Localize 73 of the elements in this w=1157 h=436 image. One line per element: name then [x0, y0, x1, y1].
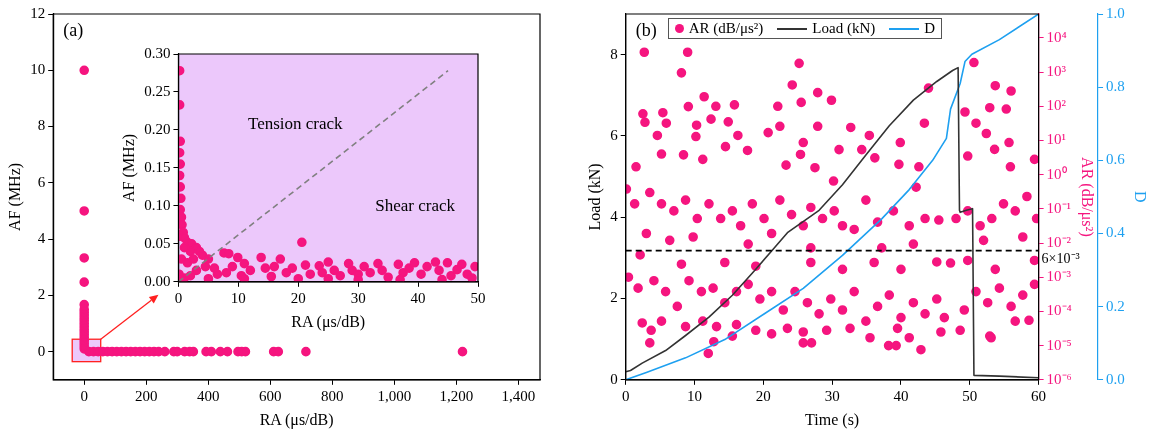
annotation: (b) — [635, 19, 657, 41]
x-tick-label: 0 — [174, 289, 183, 306]
x-tick-label: 20 — [755, 387, 771, 404]
y2-tick-label: 10² — [1046, 97, 1067, 114]
y2-tick-label: 10⁻³ — [1046, 268, 1072, 285]
y-tick-label: 12 — [30, 4, 46, 21]
y3-tick-label: 0.0 — [1106, 370, 1125, 387]
annotation: Shear crack — [375, 196, 456, 216]
y3-axis-title: D — [1132, 191, 1150, 203]
ref-line-label: 6×10⁻³ — [1041, 251, 1080, 267]
y2-tick-label: 10⁻² — [1046, 233, 1072, 250]
y-tick-label: 0.20 — [144, 120, 171, 137]
y3-tick-label: 1.0 — [1106, 4, 1125, 21]
legend-label: AR (dB/μs²) — [688, 20, 764, 37]
y-tick-label: 6 — [37, 173, 46, 190]
y-tick-label: 0 — [37, 342, 46, 359]
x-tick-label: 30 — [824, 387, 840, 404]
y-tick-label: 8 — [37, 117, 46, 134]
y-tick-label: 4 — [37, 230, 46, 247]
legend-label: D — [924, 20, 936, 37]
y2-axis-title: AR (dB/μs²) — [1078, 157, 1097, 237]
y3-tick-label: 0.2 — [1106, 297, 1125, 314]
x-tick-label: 0 — [80, 387, 88, 404]
x-tick-label: 600 — [258, 387, 282, 404]
annotation: (a) — [63, 19, 84, 41]
x-axis-title: RA (μs/dB) — [259, 410, 334, 429]
x-tick-label: 400 — [196, 387, 220, 404]
y-tick-label: 2 — [610, 289, 618, 306]
y2-tick-label: 10⁰ — [1046, 165, 1067, 182]
x-tick-label: 40 — [410, 289, 426, 306]
x-tick-label: 60 — [1031, 387, 1047, 404]
y-tick-label: 8 — [610, 45, 618, 62]
y2-tick-label: 10⁴ — [1046, 28, 1067, 45]
y3-tick-label: 0.6 — [1106, 151, 1126, 168]
y-tick-label: 0.00 — [144, 272, 171, 289]
y3-tick-label: 0.4 — [1106, 224, 1126, 241]
x-axis-title: RA (μs/dB) — [291, 312, 366, 331]
x-tick-label: 1,000 — [377, 387, 412, 404]
y-tick-label: 0.05 — [144, 234, 171, 251]
x-tick-label: 20 — [290, 289, 306, 306]
x-tick-label: 10 — [687, 387, 703, 404]
y2-tick-label: 10³ — [1046, 63, 1067, 80]
x-tick-label: 10 — [230, 289, 246, 306]
y-tick-label: 10 — [30, 61, 46, 78]
legend-label: Load (kN) — [812, 20, 876, 37]
y2-tick-label: 10⁻⁵ — [1046, 336, 1072, 353]
x-tick-label: 50 — [962, 387, 978, 404]
y2-tick-label: 10⁻⁴ — [1046, 302, 1072, 319]
x-tick-label: 1,400 — [501, 387, 536, 404]
x-tick-label: 30 — [350, 289, 366, 306]
x-tick-label: 0 — [621, 387, 630, 404]
x-tick-label: 50 — [470, 289, 486, 306]
y2-tick-label: 10¹ — [1046, 131, 1067, 148]
x-tick-label: 800 — [321, 387, 344, 404]
y-tick-label: 0.10 — [144, 196, 171, 213]
x-tick-label: 200 — [134, 387, 158, 404]
y3-tick-label: 0.8 — [1106, 78, 1125, 95]
y-axis-title: Load (kN) — [585, 163, 604, 231]
y2-tick-label: 10⁻⁶ — [1046, 370, 1072, 387]
x-tick-label: 1,200 — [439, 387, 474, 404]
y-axis-title: AF (MHz) — [5, 162, 24, 231]
y-tick-label: 4 — [610, 208, 619, 225]
x-tick-label: 40 — [893, 387, 909, 404]
y-tick-label: 0.25 — [144, 82, 171, 99]
annotation: Tension crack — [247, 114, 344, 134]
y2-tick-label: 10⁻¹ — [1046, 199, 1072, 216]
y-tick-label: 0 — [610, 370, 618, 387]
y-tick-label: 6 — [610, 126, 619, 143]
y-axis-title: AF (MHz) — [119, 133, 138, 202]
y-tick-label: 0.15 — [144, 158, 171, 175]
y-tick-label: 2 — [37, 286, 46, 303]
y-tick-label: 0.30 — [144, 44, 171, 61]
x-axis-title: Time (s) — [805, 410, 860, 429]
